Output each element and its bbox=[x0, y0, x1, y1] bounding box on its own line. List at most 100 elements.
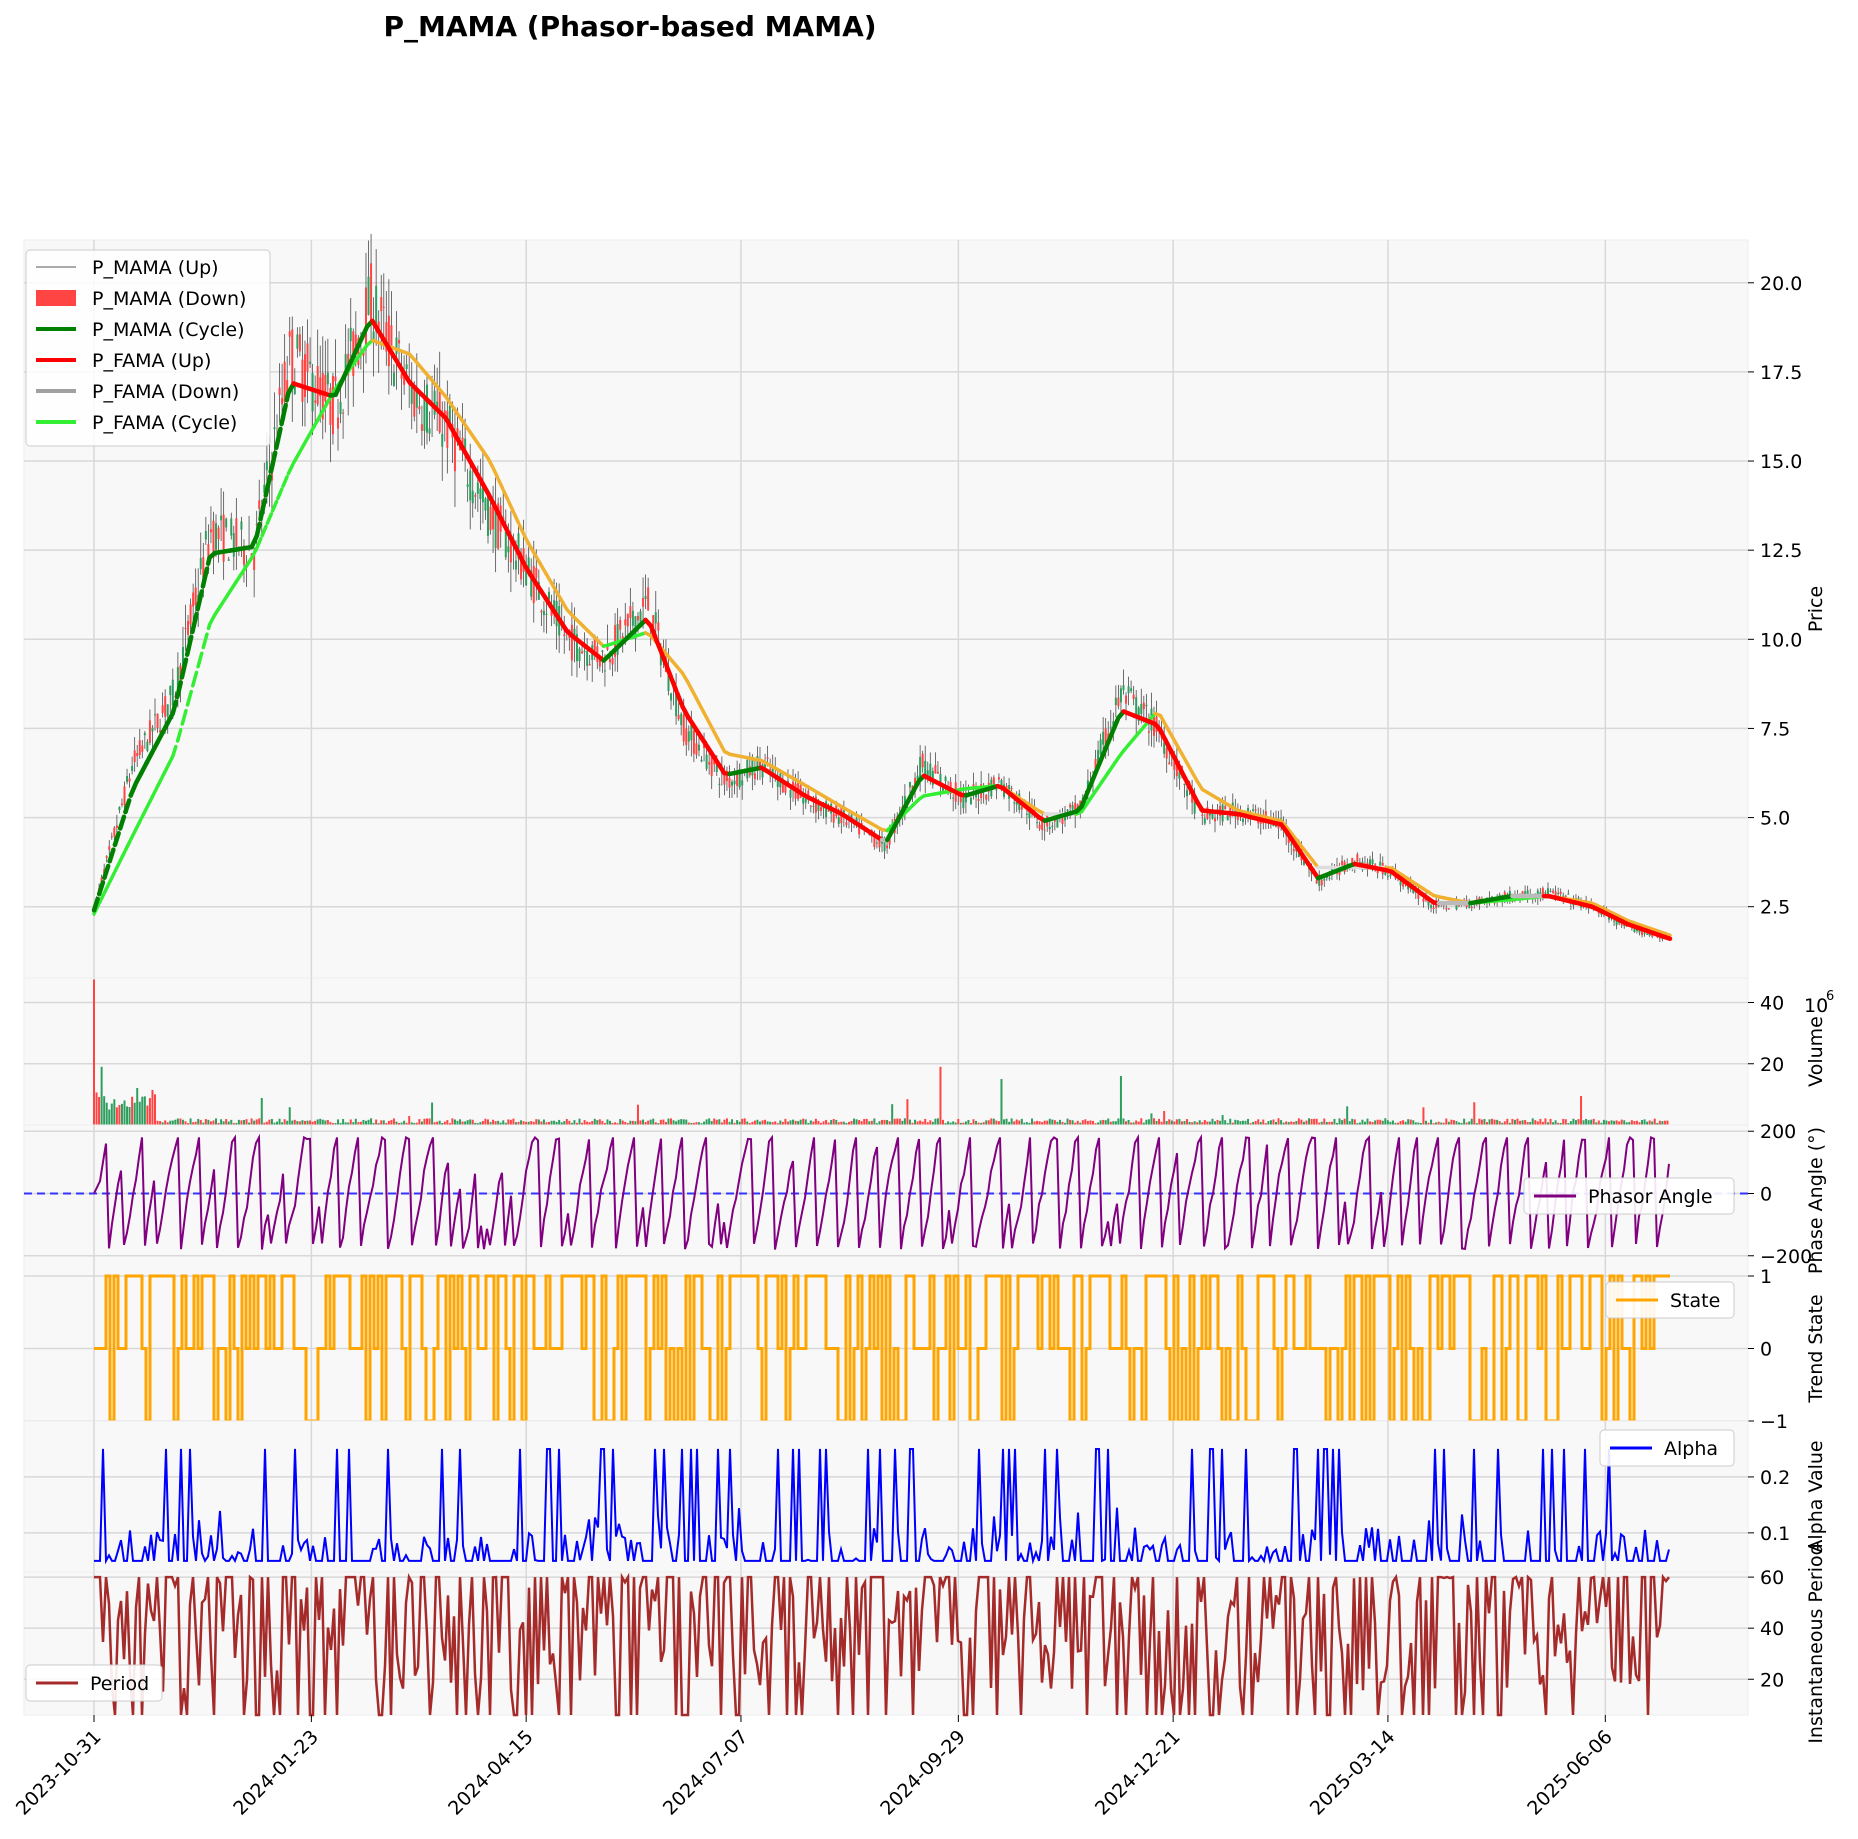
price-panel: 2.5 5.0 7.5 10.0 12.5 15.0 17.5 20.0 Price bbox=[23, 233, 1827, 979]
candle-body bbox=[1137, 707, 1140, 722]
volume-bar bbox=[375, 1119, 378, 1125]
candle-body bbox=[1641, 928, 1644, 936]
candle-body bbox=[525, 568, 528, 586]
volume-bar bbox=[164, 1120, 167, 1125]
candle-body bbox=[581, 651, 584, 654]
volume-bar bbox=[331, 1123, 334, 1125]
volume-bar bbox=[1025, 1122, 1028, 1125]
volume-bar bbox=[825, 1119, 828, 1125]
volume-bar bbox=[1417, 1122, 1420, 1125]
candle-body bbox=[184, 627, 187, 629]
volume-bar bbox=[1356, 1123, 1359, 1125]
candle-body bbox=[624, 619, 627, 626]
fama-line-segment bbox=[1169, 732, 1178, 746]
volume-bar bbox=[1272, 1119, 1275, 1125]
candle-body bbox=[1025, 813, 1028, 815]
volume-bar bbox=[245, 1119, 248, 1125]
state-legend-label: State bbox=[1670, 1290, 1720, 1312]
volume-bar bbox=[123, 1100, 126, 1125]
candle-body bbox=[212, 520, 215, 558]
legend-label: P_MAMA (Up) bbox=[92, 257, 219, 279]
volume-bar bbox=[596, 1120, 599, 1125]
volume-bar bbox=[105, 1102, 108, 1125]
volume-bar bbox=[903, 1118, 906, 1125]
volume-bar bbox=[809, 1120, 812, 1125]
volume-bar bbox=[314, 1120, 317, 1125]
volume-bar bbox=[115, 1107, 118, 1125]
candle-body bbox=[115, 825, 118, 828]
volume-bar bbox=[469, 1119, 472, 1125]
candle-body bbox=[433, 390, 436, 415]
candle-body bbox=[1564, 895, 1567, 897]
fama-line-segment bbox=[265, 509, 275, 525]
volume-bar bbox=[250, 1118, 253, 1125]
volume-bar bbox=[398, 1122, 401, 1125]
candle-body bbox=[603, 670, 606, 672]
volume-bar bbox=[766, 1121, 769, 1125]
candle-body bbox=[309, 361, 312, 364]
candle-body bbox=[474, 495, 477, 497]
volume-bar bbox=[555, 1121, 558, 1125]
candle-body bbox=[1651, 934, 1654, 937]
mama-line-segment bbox=[280, 390, 291, 420]
candle-body bbox=[441, 433, 444, 447]
volume-bar bbox=[942, 1119, 945, 1125]
volume-bar bbox=[1541, 1121, 1544, 1125]
candle-body bbox=[1097, 749, 1100, 765]
volume-bar bbox=[1173, 1121, 1176, 1125]
mama-line-segment bbox=[1105, 728, 1116, 746]
y-tick-label: 5.0 bbox=[1760, 808, 1790, 830]
volume-bar bbox=[906, 1099, 909, 1125]
y-axis-label: Alpha Value bbox=[1805, 1440, 1827, 1552]
candle-body bbox=[1163, 742, 1166, 754]
volume-bar bbox=[425, 1118, 428, 1125]
volume-bar bbox=[113, 1099, 116, 1125]
volume-bar bbox=[560, 1122, 563, 1125]
candle-body bbox=[804, 798, 807, 803]
volume-bar bbox=[705, 1119, 708, 1125]
candle-body bbox=[225, 518, 228, 528]
volume-bar bbox=[189, 1118, 192, 1125]
candle-body bbox=[1386, 876, 1389, 878]
candle-body bbox=[1252, 809, 1255, 812]
volume-bar bbox=[601, 1120, 604, 1125]
fama-line-segment bbox=[291, 451, 301, 465]
candle-body bbox=[1094, 758, 1097, 770]
volume-bar bbox=[621, 1120, 624, 1125]
mama-line-segment bbox=[674, 690, 685, 709]
volume-bar bbox=[197, 1118, 200, 1125]
volume-bar bbox=[1005, 1118, 1008, 1125]
candle-body bbox=[339, 401, 342, 415]
volume-bar bbox=[344, 1122, 347, 1125]
mama-line-segment bbox=[191, 600, 202, 629]
candle-body bbox=[723, 774, 726, 785]
candle-body bbox=[1013, 802, 1016, 804]
volume-bar bbox=[670, 1118, 673, 1125]
state-panel: −1 0 1 Trend State bbox=[23, 1266, 1827, 1433]
volume-bar bbox=[746, 1121, 749, 1125]
mama-line-segment bbox=[1089, 766, 1100, 784]
volume-bar bbox=[1478, 1118, 1481, 1125]
volume-bar bbox=[1432, 1123, 1435, 1125]
volume-bar bbox=[1109, 1121, 1112, 1125]
volume-bar bbox=[1376, 1119, 1379, 1125]
volume-bar bbox=[492, 1119, 495, 1125]
volume-bar bbox=[1211, 1118, 1214, 1125]
volume-bar bbox=[1536, 1121, 1539, 1125]
candle-body bbox=[962, 794, 965, 809]
state-legend-box bbox=[1605, 1281, 1735, 1319]
y-tick-label: 20 bbox=[1760, 1054, 1784, 1076]
fama-line-segment bbox=[155, 775, 165, 790]
fama-line-segment bbox=[302, 433, 312, 446]
volume-bar bbox=[672, 1120, 675, 1125]
candle-body bbox=[1086, 780, 1089, 791]
volume-bar bbox=[1122, 1118, 1125, 1125]
candle-body bbox=[364, 287, 367, 350]
volume-bar bbox=[1452, 1120, 1455, 1125]
fama-line-segment bbox=[1662, 931, 1672, 937]
mama-line-segment bbox=[1100, 740, 1111, 759]
candle-body bbox=[187, 620, 190, 635]
volume-bar bbox=[1348, 1121, 1351, 1125]
volume-bar bbox=[898, 1118, 901, 1125]
candle-body bbox=[479, 488, 482, 499]
